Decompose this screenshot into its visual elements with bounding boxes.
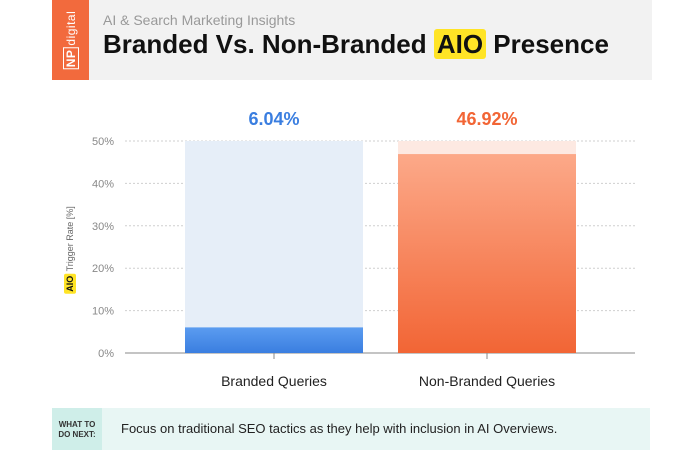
bar bbox=[185, 327, 363, 353]
np-digital-logo: NPdigital bbox=[52, 0, 89, 80]
title-highlight: AIO bbox=[433, 29, 487, 59]
data-label: 46.92% bbox=[456, 109, 517, 129]
what-to-do-next-label: WHAT TO DO NEXT: bbox=[52, 408, 102, 450]
chart-subtitle: AI & Search Marketing Insights bbox=[103, 12, 296, 28]
chart-title: Branded Vs. Non-Branded AIO Presence bbox=[103, 29, 609, 59]
y-tick-label: 10% bbox=[92, 306, 114, 318]
y-axis-label: AIO Trigger Rate [%] bbox=[64, 206, 76, 294]
y-tick-label: 20% bbox=[92, 263, 114, 275]
y-tick-label: 0% bbox=[98, 348, 114, 360]
y-tick-label: 40% bbox=[92, 178, 114, 190]
y-tick-label: 50% bbox=[92, 136, 114, 148]
x-tick-label: Non-Branded Queries bbox=[419, 373, 555, 389]
next-steps-text: Focus on traditional SEO tactics as they… bbox=[121, 421, 558, 436]
bar-background bbox=[185, 141, 363, 353]
x-tick-label: Branded Queries bbox=[221, 373, 327, 389]
bar bbox=[398, 154, 576, 353]
next-steps-banner: WHAT TO DO NEXT: Focus on traditional SE… bbox=[52, 408, 650, 450]
data-label: 6.04% bbox=[248, 109, 299, 129]
header: NPdigital AI & Search Marketing Insights… bbox=[52, 0, 652, 80]
y-tick-label: 30% bbox=[92, 221, 114, 233]
